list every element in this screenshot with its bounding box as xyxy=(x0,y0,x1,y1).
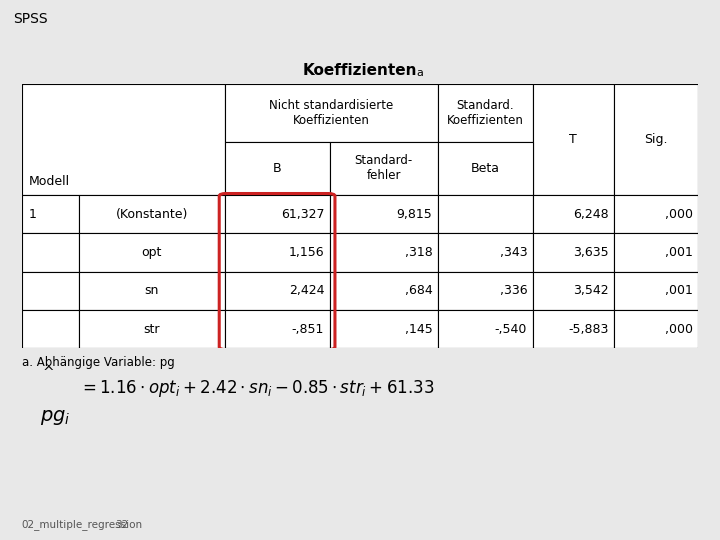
Text: 9,815: 9,815 xyxy=(397,207,433,220)
Text: 1,156: 1,156 xyxy=(289,246,324,259)
Bar xyxy=(22,84,225,195)
Text: Beta: Beta xyxy=(471,162,500,175)
Text: a: a xyxy=(416,68,423,78)
Text: -5,883: -5,883 xyxy=(568,322,608,336)
Text: sn: sn xyxy=(145,284,159,297)
Bar xyxy=(613,195,698,233)
Text: ,000: ,000 xyxy=(665,322,693,336)
Text: ,343: ,343 xyxy=(500,246,527,259)
Text: B: B xyxy=(273,162,282,175)
Text: str: str xyxy=(143,322,160,336)
Bar xyxy=(330,142,438,195)
Bar xyxy=(533,272,613,310)
Bar xyxy=(533,195,613,233)
Text: Koeffizienten: Koeffizienten xyxy=(302,63,418,78)
Text: Modell: Modell xyxy=(28,175,70,188)
Bar xyxy=(613,310,698,348)
Bar xyxy=(225,310,330,348)
Bar xyxy=(22,310,79,348)
Text: a. Abhängige Variable: pg: a. Abhängige Variable: pg xyxy=(22,356,174,369)
Text: Sig.: Sig. xyxy=(644,133,668,146)
Bar xyxy=(533,84,613,195)
Text: ^: ^ xyxy=(42,366,54,380)
Bar xyxy=(613,233,698,272)
Bar xyxy=(225,142,330,195)
Text: Nicht standardisierte
Koeffizienten: Nicht standardisierte Koeffizienten xyxy=(269,99,393,127)
Bar xyxy=(225,233,330,272)
Text: ,336: ,336 xyxy=(500,284,527,297)
Text: SPSS: SPSS xyxy=(13,12,48,26)
Text: ,145: ,145 xyxy=(405,322,433,336)
Bar xyxy=(225,84,438,142)
Bar xyxy=(438,310,533,348)
Text: 02_multiple_regression: 02_multiple_regression xyxy=(22,519,143,530)
Text: ,318: ,318 xyxy=(405,246,433,259)
Text: $pg_i$: $pg_i$ xyxy=(40,408,70,427)
Text: (Konstante): (Konstante) xyxy=(116,207,188,220)
Bar xyxy=(79,195,225,233)
Text: 3,542: 3,542 xyxy=(573,284,608,297)
Text: 3,635: 3,635 xyxy=(573,246,608,259)
Text: 32: 32 xyxy=(115,520,128,530)
Bar xyxy=(438,142,533,195)
Text: -,851: -,851 xyxy=(292,322,324,336)
Bar xyxy=(533,233,613,272)
Bar xyxy=(22,233,79,272)
Bar xyxy=(225,272,330,310)
Bar xyxy=(79,310,225,348)
Bar xyxy=(438,84,533,142)
Bar xyxy=(330,233,438,272)
Text: 6,248: 6,248 xyxy=(573,207,608,220)
Bar xyxy=(613,84,698,195)
Text: 2,424: 2,424 xyxy=(289,284,324,297)
Bar xyxy=(79,272,225,310)
Text: ,001: ,001 xyxy=(665,246,693,259)
Bar xyxy=(22,272,79,310)
Bar xyxy=(225,195,330,233)
Text: Standard.
Koeffizienten: Standard. Koeffizienten xyxy=(447,99,523,127)
Bar xyxy=(79,233,225,272)
Text: T: T xyxy=(570,133,577,146)
Bar xyxy=(533,310,613,348)
Text: 1: 1 xyxy=(28,207,36,220)
Bar xyxy=(438,233,533,272)
Text: Standard-
fehler: Standard- fehler xyxy=(354,154,413,183)
Bar xyxy=(330,195,438,233)
Text: -,540: -,540 xyxy=(495,322,527,336)
Text: opt: opt xyxy=(142,246,162,259)
Text: ,000: ,000 xyxy=(665,207,693,220)
Text: $= 1.16 \cdot opt_i + 2.42 \cdot sn_i - 0.85 \cdot str_i + 61.33$: $= 1.16 \cdot opt_i + 2.42 \cdot sn_i - … xyxy=(79,379,435,399)
Text: 61,327: 61,327 xyxy=(281,207,324,220)
Bar xyxy=(438,195,533,233)
Bar xyxy=(330,272,438,310)
Bar xyxy=(438,272,533,310)
Text: ,684: ,684 xyxy=(405,284,433,297)
Bar xyxy=(22,195,79,233)
Bar xyxy=(330,310,438,348)
Text: ,001: ,001 xyxy=(665,284,693,297)
Bar xyxy=(613,272,698,310)
